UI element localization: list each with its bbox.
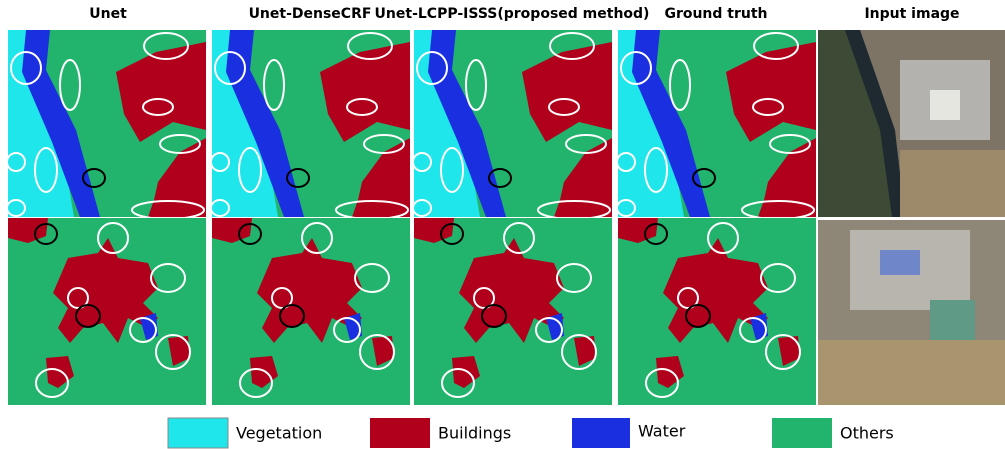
input-images <box>818 30 1005 405</box>
column-title: Unet-DenseCRF <box>249 6 372 22</box>
legend-label: Vegetation <box>236 424 322 443</box>
maps <box>7 30 816 405</box>
legend-swatch <box>572 418 630 448</box>
legend-label: Buildings <box>438 424 511 443</box>
titles: Unet Unet-DenseCRF Unet-LCPP-ISSS(propos… <box>89 6 959 22</box>
legend-swatch <box>168 418 228 448</box>
legend: Vegetation Buildings Water Others <box>168 418 894 448</box>
segmentation-map <box>211 30 410 219</box>
legend-label: Water <box>638 422 686 441</box>
column-title: Ground truth <box>664 6 767 22</box>
legend-swatch <box>772 418 832 448</box>
segmentation-map <box>8 218 206 405</box>
segmentation-map <box>414 218 612 405</box>
column-title: Unet <box>89 6 127 22</box>
column-title: Input image <box>864 6 959 22</box>
segmentation-map <box>212 218 410 405</box>
segmentation-map <box>618 218 816 405</box>
column-title: Unet-LCPP-ISSS(proposed method) <box>375 6 650 22</box>
legend-label: Others <box>840 424 894 443</box>
segmentation-map <box>617 30 816 219</box>
segmentation-map <box>413 30 612 219</box>
figure-canvas: Unet Unet-DenseCRF Unet-LCPP-ISSS(propos… <box>0 0 1005 449</box>
legend-swatch <box>370 418 430 448</box>
figure: Unet Unet-DenseCRF Unet-LCPP-ISSS(propos… <box>0 0 1005 449</box>
segmentation-map <box>7 30 206 219</box>
